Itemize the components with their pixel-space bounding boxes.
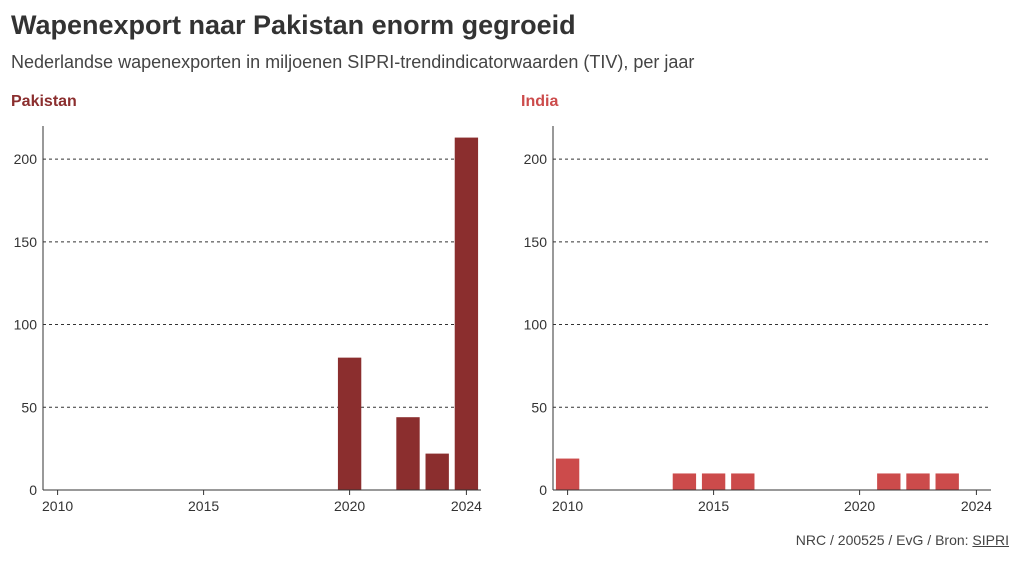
y-tick-label-pakistan: 0 <box>29 482 37 498</box>
bar-india-2010 <box>555 458 580 490</box>
y-tick-label-india: 150 <box>524 234 548 250</box>
y-tick-label-pakistan: 200 <box>14 151 38 167</box>
bar-india-2014 <box>672 473 697 490</box>
panel-title-india: India <box>521 93 559 110</box>
y-tick-label-pakistan: 100 <box>14 317 38 333</box>
x-tick-label-pakistan: 2024 <box>451 498 482 514</box>
source-link[interactable]: SIPRI <box>972 532 1009 548</box>
x-tick-label-pakistan: 2015 <box>188 498 219 514</box>
y-tick-label-india: 0 <box>539 482 547 498</box>
footer-credit-text: NRC / 200525 / EvG / Bron: <box>795 532 973 548</box>
bar-pakistan-2022 <box>396 417 420 490</box>
y-tick-label-pakistan: 50 <box>21 399 37 415</box>
bar-india-2015 <box>701 473 726 490</box>
chart-title: Wapenexport naar Pakistan enorm gegroeid <box>11 10 576 40</box>
y-tick-label-pakistan: 150 <box>14 234 38 250</box>
bar-india-2021 <box>877 473 901 490</box>
chart-subtitle: Nederlandse wapenexporten in miljoenen S… <box>11 52 695 72</box>
y-tick-label-india: 50 <box>531 399 547 415</box>
y-tick-label-india: 200 <box>524 151 548 167</box>
y-tick-label-india: 100 <box>524 317 548 333</box>
bar-pakistan-2023 <box>425 453 449 490</box>
footer-credit: NRC / 200525 / EvG / Bron: SIPRI <box>796 532 1009 548</box>
x-tick-label-india: 2020 <box>844 498 875 514</box>
bar-india-2023 <box>935 473 959 490</box>
x-tick-label-india: 2010 <box>552 498 583 514</box>
bar-india-2022 <box>906 473 930 490</box>
bar-pakistan-2024 <box>454 137 479 490</box>
x-tick-label-pakistan: 2010 <box>42 498 73 514</box>
panel-title-pakistan: Pakistan <box>11 93 77 110</box>
bar-pakistan-2020 <box>337 357 362 490</box>
x-tick-label-pakistan: 2020 <box>334 498 365 514</box>
x-tick-label-india: 2015 <box>698 498 729 514</box>
x-tick-label-india: 2024 <box>961 498 992 514</box>
bar-india-2016 <box>731 473 755 490</box>
